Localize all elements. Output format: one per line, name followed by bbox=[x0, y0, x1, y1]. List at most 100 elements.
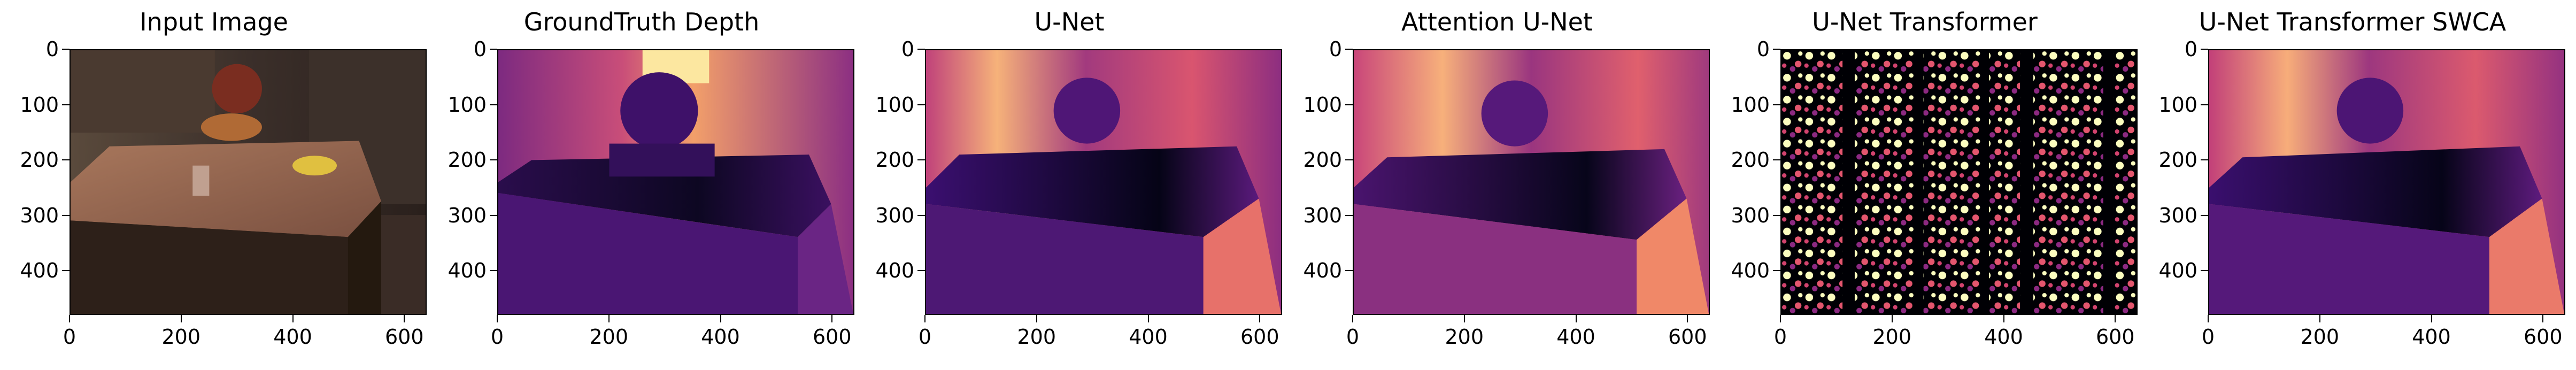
y-tick bbox=[1345, 214, 1353, 216]
y-tick-label: 400 bbox=[20, 259, 59, 283]
x-tick bbox=[2542, 315, 2544, 322]
x-tick bbox=[1463, 315, 1465, 322]
y-tick bbox=[2201, 270, 2208, 272]
y-tick bbox=[2201, 104, 2208, 105]
x-tick bbox=[1891, 315, 1893, 322]
x-tick bbox=[720, 315, 721, 322]
unet-depth-render bbox=[926, 50, 1281, 314]
y-tick bbox=[1345, 159, 1353, 161]
x-tick-label: 200 bbox=[1872, 325, 1912, 349]
y-tick bbox=[490, 159, 497, 161]
y-tick-label: 400 bbox=[875, 259, 914, 283]
panel-attention-unet: Attention U-Net 0 100 200 300 400 0 200 400 600 bbox=[1283, 0, 1711, 370]
y-tick bbox=[917, 270, 925, 272]
x-tick bbox=[1147, 315, 1149, 322]
y-tick bbox=[62, 214, 70, 216]
x-tick-label: 600 bbox=[812, 325, 852, 349]
y-tick-label: 400 bbox=[2158, 259, 2197, 283]
x-tick-label: 0 bbox=[490, 325, 504, 349]
x-tick bbox=[831, 315, 833, 322]
x-tick bbox=[2003, 315, 2004, 322]
panel-unet: U-Net 0 100 200 300 400 0 200 400 600 bbox=[855, 0, 1283, 370]
y-tick bbox=[2201, 49, 2208, 50]
x-tick bbox=[1575, 315, 1577, 322]
y-tick-label: 400 bbox=[1731, 259, 1770, 283]
x-tick bbox=[2431, 315, 2432, 322]
x-tick bbox=[180, 315, 182, 322]
x-tick-label: 600 bbox=[1668, 325, 1707, 349]
panel-ground-truth: GroundTruth Depth 0 100 200 300 400 0 200 400 60… bbox=[428, 0, 855, 370]
panel-title: U-Net bbox=[1034, 7, 1105, 36]
panel-unet-transformer: U-Net Transformer 0 100 200 300 400 0 200 400 60… bbox=[1711, 0, 2139, 370]
x-tick-label: 200 bbox=[589, 325, 629, 349]
y-tick-label: 300 bbox=[875, 203, 914, 227]
y-tick-label: 200 bbox=[1303, 148, 1342, 172]
image-ground-truth-depth bbox=[497, 49, 854, 315]
y-tick-label: 300 bbox=[1303, 203, 1342, 227]
y-tick-label: 300 bbox=[2158, 203, 2197, 227]
y-tick bbox=[62, 159, 70, 161]
image-unet bbox=[925, 49, 1282, 315]
y-tick-label: 300 bbox=[20, 203, 59, 227]
panel-input-image: Input Image 0 100 200 300 400 0 200 400 600 bbox=[0, 0, 428, 370]
x-tick bbox=[1352, 315, 1353, 322]
y-tick-label: 0 bbox=[45, 37, 59, 61]
x-tick-label: 0 bbox=[1773, 325, 1787, 349]
y-tick bbox=[1773, 104, 1780, 105]
x-tick-label: 600 bbox=[384, 325, 424, 349]
y-tick-label: 300 bbox=[448, 203, 487, 227]
y-tick bbox=[2201, 159, 2208, 161]
panel-title: Input Image bbox=[140, 7, 288, 36]
x-tick bbox=[497, 315, 498, 322]
y-tick bbox=[917, 214, 925, 216]
y-tick-label: 200 bbox=[448, 148, 487, 172]
y-tick-label: 400 bbox=[448, 259, 487, 283]
y-tick-label: 200 bbox=[2158, 148, 2197, 172]
x-tick-label: 600 bbox=[1240, 325, 1279, 349]
x-tick bbox=[2115, 315, 2116, 322]
y-tick bbox=[62, 270, 70, 272]
y-tick bbox=[1773, 159, 1780, 161]
x-tick bbox=[1780, 315, 1781, 322]
y-tick-label: 0 bbox=[1329, 37, 1342, 61]
panel-unet-transformer-swca: U-Net Transformer SWCA 0 100 200 300 400 0 200… bbox=[2139, 0, 2566, 370]
y-tick bbox=[490, 49, 497, 50]
unet-transformer-depth-render bbox=[1781, 50, 2137, 314]
y-tick-label: 0 bbox=[2184, 37, 2197, 61]
x-tick bbox=[608, 315, 610, 322]
y-tick-label: 200 bbox=[20, 148, 59, 172]
y-tick bbox=[917, 104, 925, 105]
y-tick bbox=[490, 104, 497, 105]
panel-title: Attention U-Net bbox=[1401, 7, 1593, 36]
unet-transformer-swca-depth-render bbox=[2209, 50, 2564, 314]
y-tick-label: 100 bbox=[20, 92, 59, 117]
attention-unet-depth-render bbox=[1354, 50, 1709, 314]
x-tick-label: 200 bbox=[1017, 325, 1056, 349]
y-tick bbox=[62, 104, 70, 105]
image-unet-transformer-swca bbox=[2208, 49, 2565, 315]
x-tick-label: 600 bbox=[2523, 325, 2563, 349]
y-tick-label: 400 bbox=[1303, 259, 1342, 283]
ground-truth-depth-render bbox=[498, 50, 853, 314]
y-tick bbox=[1773, 49, 1780, 50]
panel-title: GroundTruth Depth bbox=[523, 7, 760, 36]
y-tick bbox=[490, 270, 497, 272]
y-tick bbox=[917, 49, 925, 50]
y-tick bbox=[1773, 214, 1780, 216]
panel-title: U-Net Transformer bbox=[1812, 7, 2038, 36]
input-image-render bbox=[71, 50, 426, 314]
y-tick-label: 100 bbox=[2158, 92, 2197, 117]
y-tick bbox=[62, 49, 70, 50]
x-tick bbox=[924, 315, 925, 322]
x-tick-label: 200 bbox=[2300, 325, 2340, 349]
y-tick-label: 200 bbox=[875, 148, 914, 172]
panel-title: U-Net Transformer SWCA bbox=[2199, 7, 2506, 36]
image-unet-transformer bbox=[1780, 49, 2138, 315]
y-tick bbox=[490, 214, 497, 216]
x-tick bbox=[292, 315, 294, 322]
x-tick bbox=[1036, 315, 1037, 322]
y-tick bbox=[1345, 270, 1353, 272]
y-tick bbox=[1773, 270, 1780, 272]
x-tick-label: 600 bbox=[2095, 325, 2135, 349]
y-tick-label: 0 bbox=[1756, 37, 1770, 61]
